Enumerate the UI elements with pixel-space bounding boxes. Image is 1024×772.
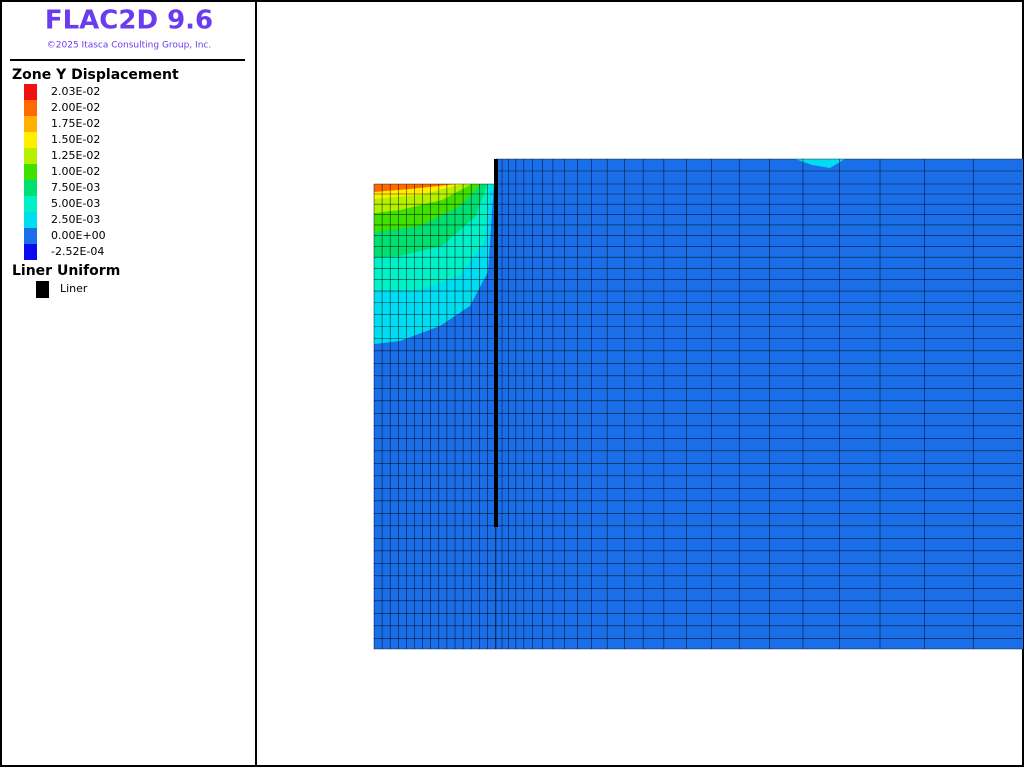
app-title: FLAC2D 9.6 bbox=[45, 6, 213, 36]
model bbox=[373, 158, 1023, 650]
legend-label: 0.00E+00 bbox=[51, 229, 106, 242]
legend-label: 5.00E-03 bbox=[51, 197, 100, 210]
legend-title: Zone Y Displacement bbox=[12, 67, 179, 83]
legend-swatch bbox=[24, 164, 37, 180]
legend-swatch bbox=[24, 244, 37, 260]
legend-swatch bbox=[24, 132, 37, 148]
legend-swatch bbox=[24, 84, 37, 100]
legend-label: 1.00E-02 bbox=[51, 165, 100, 178]
legend-swatch bbox=[24, 196, 37, 212]
legend-label: 1.25E-02 bbox=[51, 149, 100, 162]
legend-label: 2.00E-02 bbox=[51, 101, 100, 114]
legend-label: -2.52E-04 bbox=[51, 245, 104, 258]
zone-fill bbox=[496, 159, 1023, 649]
legend-label: 1.75E-02 bbox=[51, 117, 100, 130]
legend-title: Liner Uniform bbox=[12, 263, 120, 279]
legend-swatch bbox=[24, 180, 37, 196]
legend-swatch bbox=[24, 148, 37, 164]
legend-swatch bbox=[24, 116, 37, 132]
legend-swatch bbox=[24, 100, 37, 116]
legend-label: 2.50E-03 bbox=[51, 213, 100, 226]
legend-label: 7.50E-03 bbox=[51, 181, 100, 194]
legend-label: Liner bbox=[60, 282, 88, 295]
liner bbox=[494, 159, 498, 527]
legend-swatch bbox=[24, 228, 37, 244]
legend-label: 1.50E-02 bbox=[51, 133, 100, 146]
legend-swatch bbox=[24, 212, 37, 228]
legend-swatch bbox=[36, 281, 49, 298]
contour bbox=[374, 184, 456, 192]
contour bbox=[795, 159, 845, 168]
copyright: ©2025 Itasca Consulting Group, Inc. bbox=[47, 41, 211, 51]
legend-label: 2.03E-02 bbox=[51, 85, 100, 98]
